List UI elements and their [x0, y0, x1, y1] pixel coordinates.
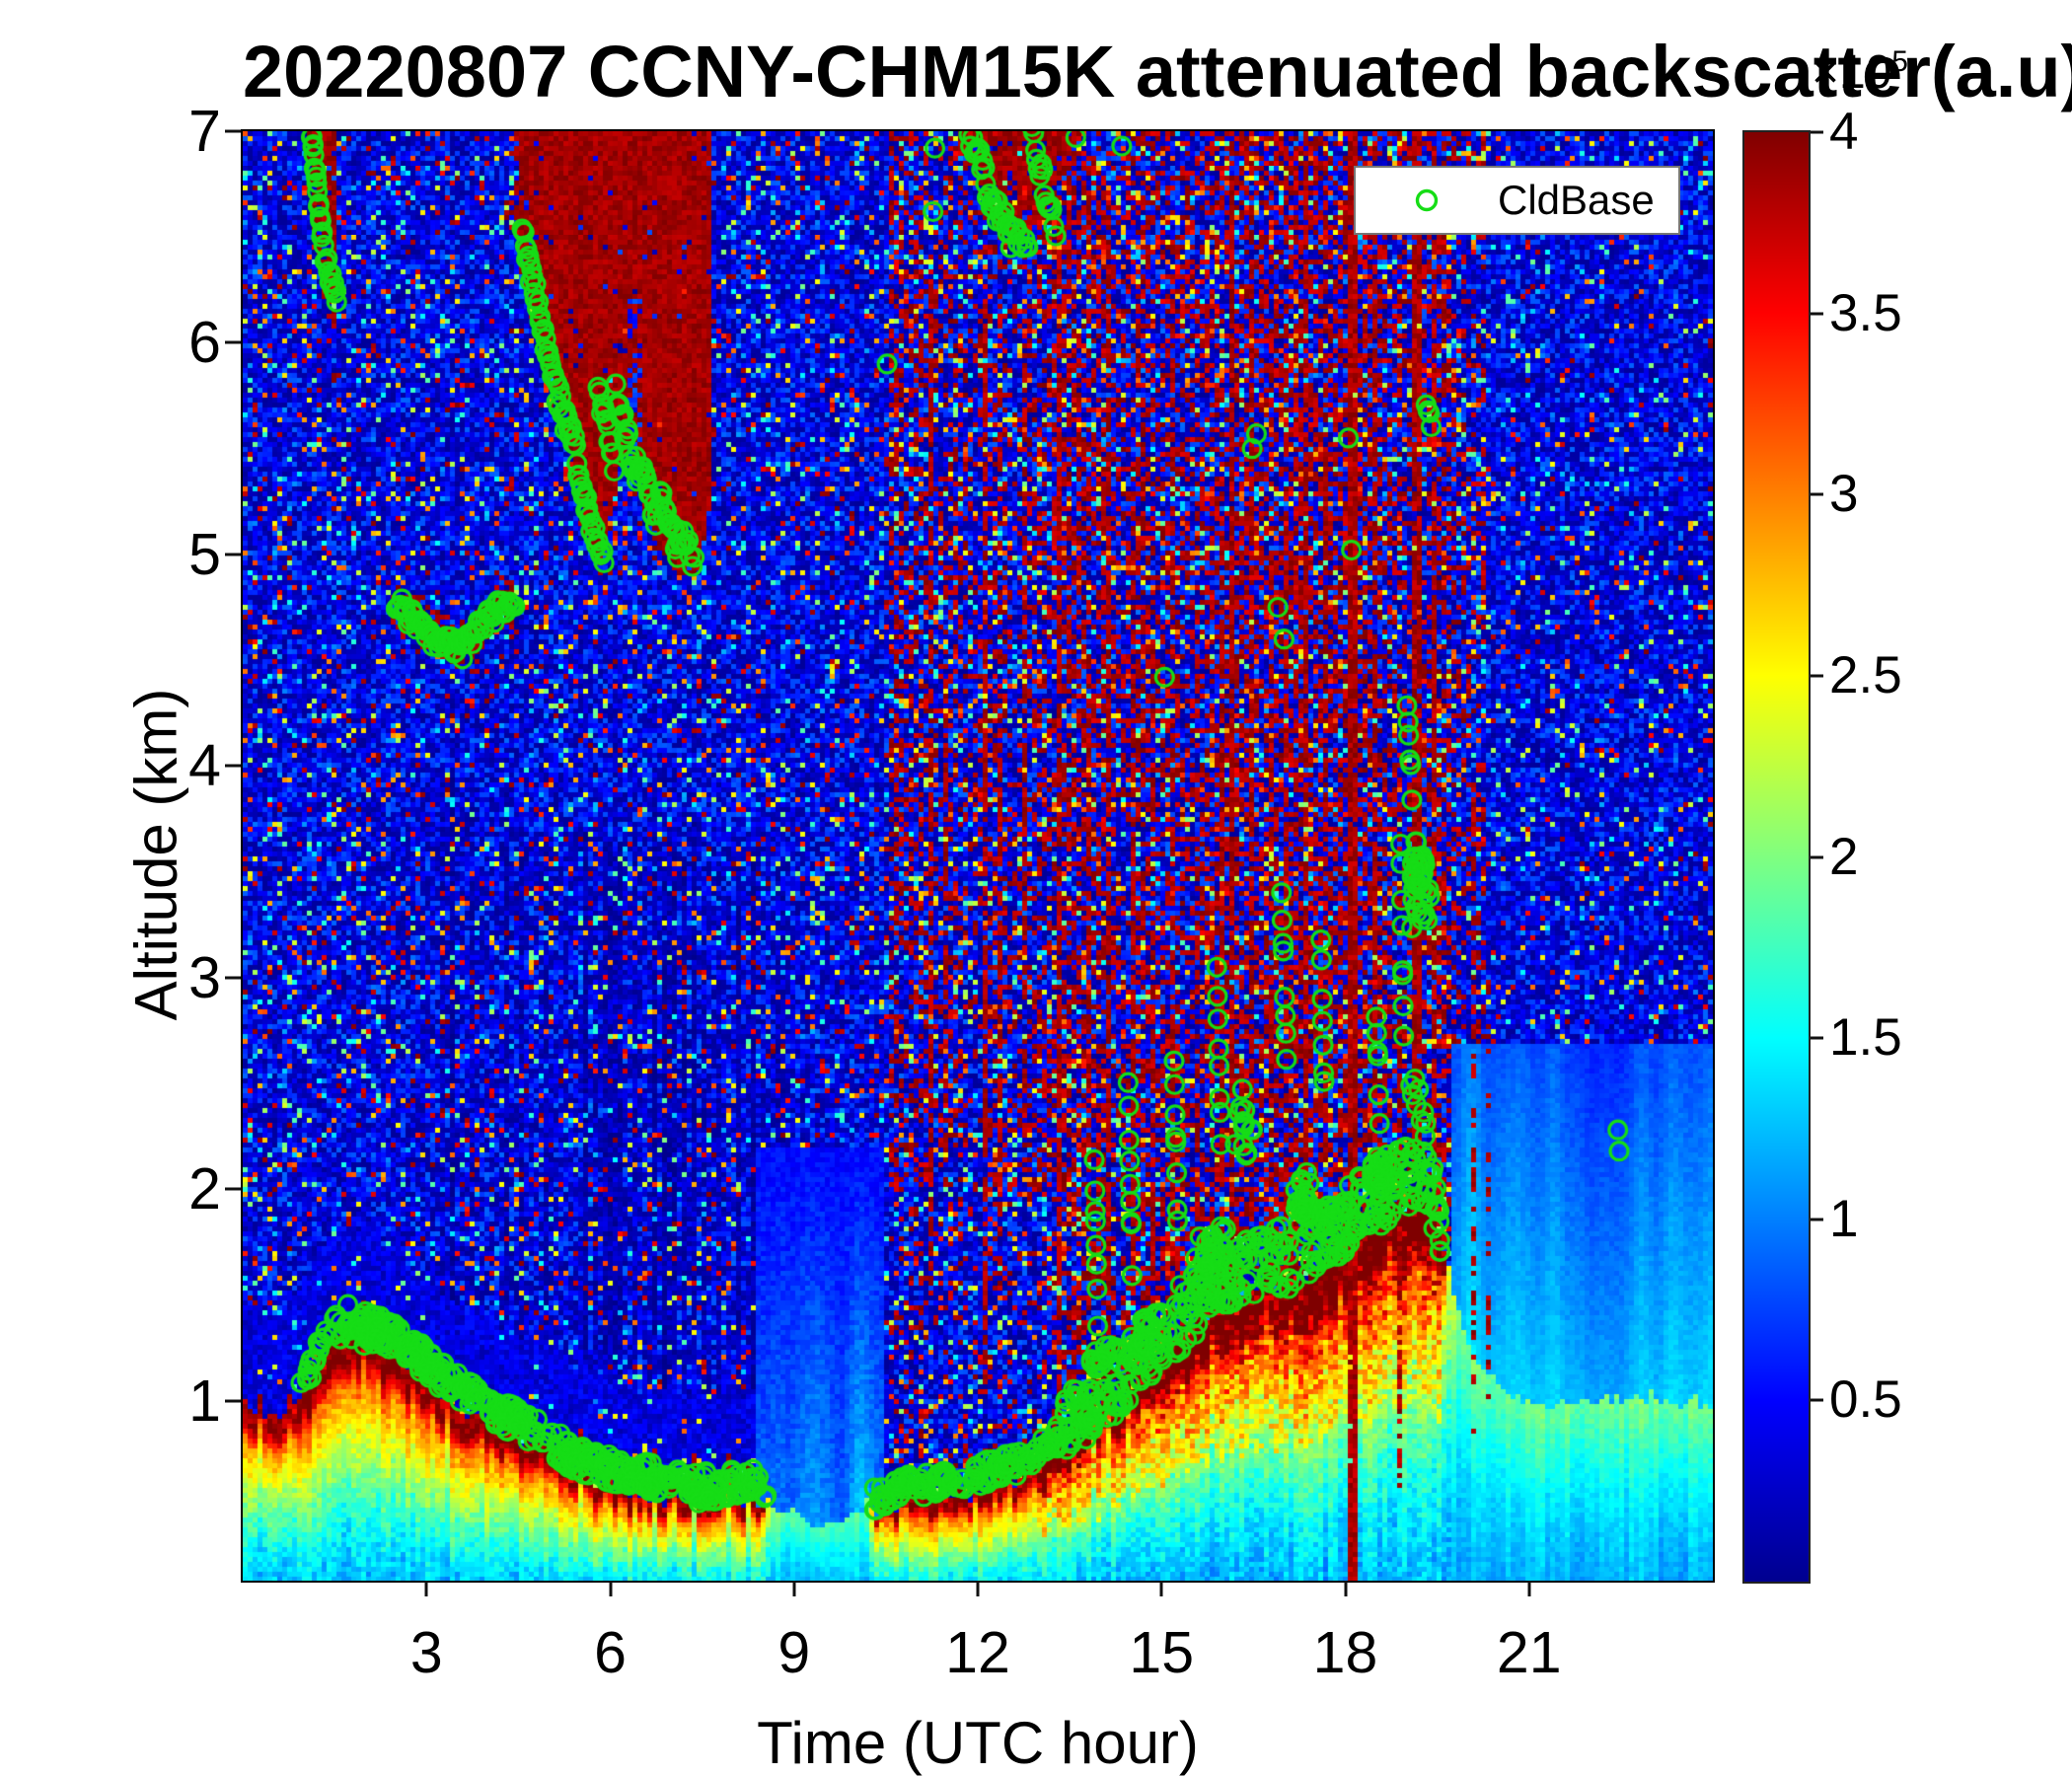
- colorbar-tick-label: 4: [1829, 103, 1859, 161]
- y-tick-label: 6: [188, 310, 221, 376]
- y-tick-mark: [225, 553, 241, 556]
- colorbar-tick-mark: [1811, 1218, 1823, 1221]
- colorbar-tick-mark: [1811, 312, 1823, 316]
- colorbar-exponent-power: 5: [1891, 45, 1908, 78]
- y-tick-label: 3: [188, 944, 221, 1010]
- x-tick-label: 12: [945, 1620, 1010, 1685]
- x-tick-label: 21: [1496, 1620, 1562, 1685]
- colorbar-tick-mark: [1811, 492, 1823, 496]
- colorbar-tick-mark: [1811, 1036, 1823, 1040]
- y-tick-label: 4: [188, 733, 221, 799]
- y-tick-label: 1: [188, 1368, 221, 1434]
- x-tick-mark: [1344, 1581, 1347, 1596]
- x-tick-label: 15: [1129, 1620, 1195, 1685]
- colorbar-tick-mark: [1811, 674, 1823, 678]
- x-tick-mark: [792, 1581, 796, 1596]
- colorbar-exponent-prefix: ×10: [1812, 46, 1892, 99]
- x-tick-mark: [424, 1581, 428, 1596]
- x-tick-mark: [976, 1581, 980, 1596]
- y-tick-mark: [225, 129, 241, 133]
- colorbar-tick-label: 2.5: [1829, 645, 1902, 704]
- y-axis-label: Altitude (km): [122, 688, 189, 1021]
- x-tick-mark: [1527, 1581, 1531, 1596]
- colorbar-tick-label: 2: [1829, 827, 1859, 886]
- y-tick-label: 7: [188, 99, 221, 164]
- y-tick-label: 2: [188, 1156, 221, 1222]
- y-tick-mark: [225, 1399, 241, 1403]
- legend: CldBase: [1354, 166, 1680, 235]
- legend-label: CldBase: [1498, 177, 1655, 223]
- x-tick-mark: [1159, 1581, 1163, 1596]
- x-axis-label: Time (UTC hour): [757, 1710, 1199, 1776]
- x-tick-mark: [609, 1581, 612, 1596]
- plot-title: 20220807 CCNY-CHM15K attenuated backscat…: [243, 31, 2072, 112]
- x-tick-label: 6: [594, 1620, 627, 1685]
- colorbar-tick-mark: [1811, 855, 1823, 858]
- x-tick-label: 9: [777, 1620, 811, 1685]
- y-tick-mark: [225, 1187, 241, 1191]
- colorbar-tick-mark: [1811, 1398, 1823, 1402]
- colorbar-tick-label: 3.5: [1829, 283, 1902, 342]
- y-tick-label: 5: [188, 521, 221, 587]
- colorbar-tick-label: 1.5: [1829, 1008, 1902, 1068]
- colorbar-tick-label: 1: [1829, 1189, 1859, 1248]
- y-tick-mark: [225, 764, 241, 768]
- heatmap-canvas: [243, 131, 1713, 1581]
- colorbar-tick-label: 3: [1829, 465, 1859, 524]
- y-tick-mark: [225, 976, 241, 980]
- x-tick-label: 18: [1312, 1620, 1378, 1685]
- y-tick-mark: [225, 340, 241, 344]
- colorbar: [1742, 130, 1811, 1584]
- x-tick-label: 3: [409, 1620, 443, 1685]
- colorbar-tick-mark: [1811, 130, 1823, 134]
- cldbase-marker-icon: [1415, 188, 1439, 212]
- colorbar-tick-label: 0.5: [1829, 1370, 1902, 1430]
- colorbar-exponent: ×105: [1812, 45, 1908, 100]
